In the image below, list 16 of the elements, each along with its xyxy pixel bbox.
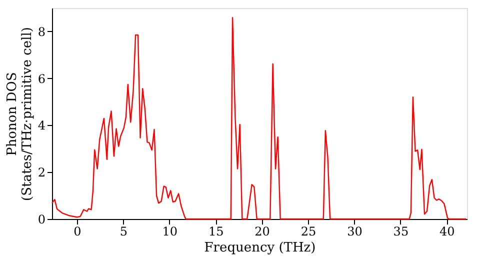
x-tick-label: 35 <box>393 224 409 238</box>
x-tick-label: 0 <box>74 224 82 238</box>
x-tick-label: 20 <box>254 224 270 238</box>
x-axis-title: Frequency (THz) <box>204 240 316 256</box>
y-tick-label: 0 <box>38 212 46 226</box>
x-tick-label: 40 <box>440 224 455 238</box>
y-axis-title: Phonon DOS (States/THz·primitive cell) <box>4 26 35 202</box>
y-tick-label: 8 <box>38 24 46 39</box>
y-tick-label: 2 <box>38 166 46 180</box>
y-tick-label: 6 <box>38 72 46 86</box>
x-tick-label: 5 <box>120 224 128 238</box>
x-tick-label: 30 <box>347 224 362 238</box>
x-tick-label: 25 <box>300 224 316 238</box>
y-tick-label: 4 <box>38 118 46 133</box>
x-tick-label: 15 <box>208 224 224 238</box>
x-tick-label: 10 <box>162 224 178 238</box>
